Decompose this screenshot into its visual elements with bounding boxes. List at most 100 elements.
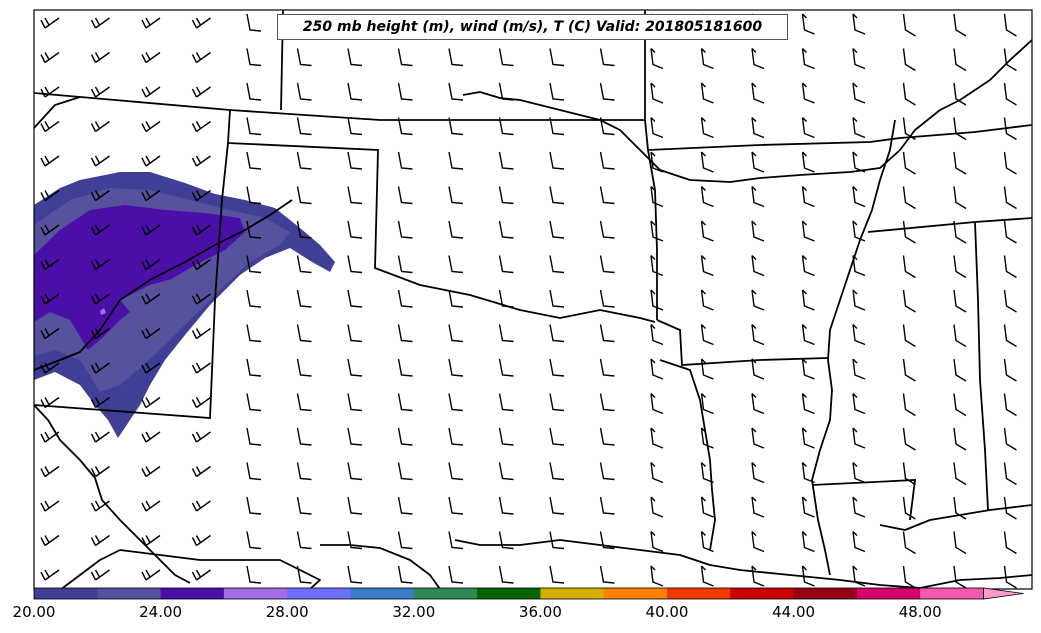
wind-barb — [852, 186, 866, 208]
wind-barb — [852, 255, 866, 277]
wind-barb — [40, 465, 60, 478]
wind-barb — [191, 258, 211, 271]
wind-barb — [953, 13, 967, 37]
wind-barb — [549, 324, 565, 343]
wind-barb — [90, 431, 110, 443]
wind-barb — [751, 151, 765, 173]
wind-barb — [448, 393, 464, 412]
wind-barb — [191, 465, 211, 478]
wind-barb — [448, 82, 464, 101]
wind-barb — [347, 117, 363, 136]
wind-barb — [953, 117, 967, 141]
wind-barb — [448, 48, 464, 67]
wind-barb — [902, 289, 916, 313]
wind-barb — [953, 220, 967, 244]
wind-barb — [448, 565, 464, 584]
wind-barb — [953, 186, 967, 210]
wind-barb — [448, 220, 464, 239]
wind-barb — [296, 496, 312, 515]
wind-barb — [191, 569, 211, 581]
wind-barb — [90, 362, 110, 374]
wind-barb — [40, 86, 60, 98]
wind-barb — [751, 427, 765, 449]
wind-barb — [141, 155, 161, 167]
wind-barb — [801, 393, 815, 415]
wind-barb — [40, 189, 60, 202]
colorbar-segment — [856, 588, 921, 599]
colorbar-segment — [97, 588, 162, 599]
wind-barb — [852, 531, 866, 553]
wind-barb — [448, 255, 464, 274]
wind-barb — [40, 258, 60, 271]
colorbar-segment — [793, 588, 858, 599]
wind-barb — [1003, 151, 1017, 175]
wind-barb — [700, 117, 714, 139]
wind-barb — [902, 48, 916, 72]
wind-barb — [902, 462, 916, 486]
wind-barb — [347, 82, 363, 101]
wind-barb — [751, 82, 765, 104]
wind-barb — [141, 258, 161, 271]
wind-barb — [599, 393, 615, 412]
wind-barb — [498, 324, 514, 343]
wind-barb — [498, 82, 514, 101]
wind-barb — [700, 255, 714, 277]
wind-barb — [599, 565, 615, 584]
wind-barb — [801, 462, 815, 484]
wind-barb — [296, 565, 312, 584]
wind-barb — [852, 48, 866, 70]
wind-barb — [347, 151, 363, 170]
wind-barb — [448, 117, 464, 136]
wind-barb — [549, 393, 565, 412]
wind-barb — [549, 427, 565, 446]
wind-barb — [397, 151, 413, 170]
wind-barb — [448, 324, 464, 343]
wind-barb — [397, 393, 413, 412]
wind-barb — [246, 220, 262, 239]
wind-barb — [347, 358, 363, 377]
wind-barb — [599, 531, 615, 550]
wind-barb — [448, 531, 464, 550]
wind-barb — [141, 431, 161, 443]
wind-barb — [650, 220, 664, 242]
wind-barb — [90, 224, 110, 236]
colorbar-tick-label: 32.00 — [392, 603, 436, 621]
wind-barb — [498, 462, 514, 481]
wind-barb — [852, 358, 866, 380]
wind-barb — [700, 427, 714, 449]
wind-barb — [953, 324, 967, 348]
wind-barb — [397, 48, 413, 67]
wind-barb — [700, 48, 714, 70]
wind-barb — [599, 289, 615, 308]
wind-barb — [90, 258, 110, 271]
wind-barb — [448, 151, 464, 170]
wind-barb — [902, 186, 916, 210]
wind-barb — [700, 565, 714, 587]
wind-barb — [347, 255, 363, 274]
wind-barb — [90, 293, 110, 305]
wind-barb — [599, 255, 615, 274]
wind-barb — [902, 531, 916, 555]
wind-barb — [549, 117, 565, 136]
wind-barb — [397, 220, 413, 239]
wind-barb — [650, 358, 664, 380]
wind-barb — [1003, 531, 1017, 555]
wind-barb — [953, 358, 967, 382]
wind-barb — [650, 496, 664, 518]
wind-barb — [246, 393, 262, 412]
wind-barb — [1003, 462, 1017, 486]
wind-barb — [40, 431, 60, 443]
wind-barb — [397, 462, 413, 481]
wind-barb — [141, 17, 161, 29]
colorbar-tick-label: 24.00 — [139, 603, 183, 621]
wind-barb — [296, 48, 312, 67]
wind-barb — [700, 82, 714, 104]
wind-barb — [448, 186, 464, 205]
wind-barb — [953, 151, 967, 175]
wind-barb — [40, 155, 60, 167]
wind-barb — [1003, 82, 1017, 106]
wind-barb — [141, 120, 161, 133]
wind-barb — [549, 531, 565, 550]
wind-barb — [498, 186, 514, 205]
wind-barb — [852, 324, 866, 346]
